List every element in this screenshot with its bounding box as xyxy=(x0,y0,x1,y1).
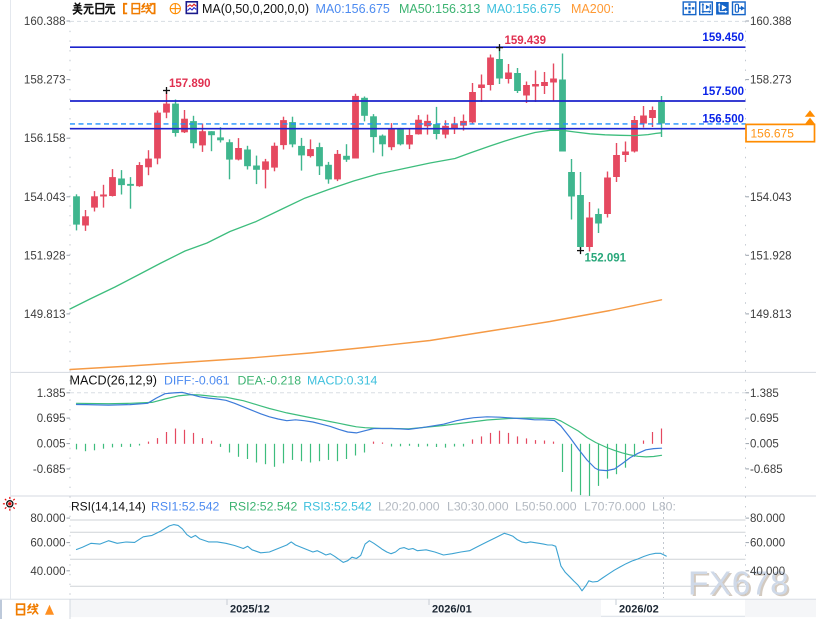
svg-text:159.439: 159.439 xyxy=(505,35,547,47)
svg-text:RSI3:52.542: RSI3:52.542 xyxy=(303,500,372,514)
svg-text:0.695: 0.695 xyxy=(750,413,779,425)
svg-text:40.000: 40.000 xyxy=(30,566,65,578)
svg-text:160.388: 160.388 xyxy=(24,16,66,28)
svg-text:L80:: L80: xyxy=(652,500,676,514)
svg-text:158.273: 158.273 xyxy=(750,75,792,87)
svg-text:160.388: 160.388 xyxy=(750,16,792,28)
svg-text:RSI(14,14,14): RSI(14,14,14) xyxy=(71,500,146,514)
svg-text:151.928: 151.928 xyxy=(750,250,792,262)
svg-text:DIFF:-0.061: DIFF:-0.061 xyxy=(164,374,230,388)
svg-text:DEA:-0.218: DEA:-0.218 xyxy=(238,374,302,388)
svg-text:156.500: 156.500 xyxy=(702,114,744,126)
svg-text:152.091: 152.091 xyxy=(585,253,627,265)
svg-text:MACD(26,12,9): MACD(26,12,9) xyxy=(70,374,158,388)
svg-text:60.000: 60.000 xyxy=(30,538,65,550)
svg-text:0.005: 0.005 xyxy=(37,439,66,451)
svg-text:-0.685: -0.685 xyxy=(750,464,783,476)
svg-text:60.000: 60.000 xyxy=(750,538,785,550)
svg-text:158.273: 158.273 xyxy=(24,75,66,87)
svg-text:154.043: 154.043 xyxy=(750,192,792,204)
svg-text:L20:20.000: L20:20.000 xyxy=(378,500,440,514)
svg-text:80.000: 80.000 xyxy=(30,513,65,525)
svg-text:MA0:156.675: MA0:156.675 xyxy=(316,2,390,16)
svg-text:159.450: 159.450 xyxy=(702,32,744,44)
svg-text:151.928: 151.928 xyxy=(24,250,66,262)
svg-text:156.158: 156.158 xyxy=(24,133,66,145)
svg-text:-0.685: -0.685 xyxy=(33,464,66,476)
svg-text:2026/01: 2026/01 xyxy=(432,604,472,616)
svg-text:1.385: 1.385 xyxy=(750,388,779,400)
svg-text:MA(0,50,0,200,0,0): MA(0,50,0,200,0,0) xyxy=(202,2,309,16)
svg-text:MA50:156.313: MA50:156.313 xyxy=(399,2,480,16)
svg-text:MA200:: MA200: xyxy=(571,2,614,16)
svg-text:RSI2:52.542: RSI2:52.542 xyxy=(229,500,298,514)
svg-text:0.695: 0.695 xyxy=(37,413,66,425)
svg-text:40.000: 40.000 xyxy=(750,566,785,578)
svg-text:1.385: 1.385 xyxy=(37,388,66,400)
svg-text:FX678: FX678 xyxy=(690,567,791,604)
svg-text:RSI1:52.542: RSI1:52.542 xyxy=(151,500,220,514)
svg-text:MA0:156.675: MA0:156.675 xyxy=(487,2,561,16)
svg-text:L50:50.000: L50:50.000 xyxy=(515,500,577,514)
svg-text:157.890: 157.890 xyxy=(169,78,211,90)
svg-text:149.813: 149.813 xyxy=(750,309,792,321)
svg-text:156.675: 156.675 xyxy=(751,126,795,140)
svg-text:MACD:0.314: MACD:0.314 xyxy=(307,374,378,388)
svg-text:L70:70.000: L70:70.000 xyxy=(584,500,646,514)
svg-text:0.005: 0.005 xyxy=(750,439,779,451)
svg-text:2026/02: 2026/02 xyxy=(619,604,659,616)
svg-text:2025/12: 2025/12 xyxy=(230,604,270,616)
svg-text:157.500: 157.500 xyxy=(702,86,744,98)
svg-text:L30:30.000: L30:30.000 xyxy=(447,500,509,514)
svg-text:154.043: 154.043 xyxy=(24,192,66,204)
svg-text:149.813: 149.813 xyxy=(24,309,66,321)
svg-text:FX678: FX678 xyxy=(688,566,789,603)
svg-text:80.000: 80.000 xyxy=(750,513,785,525)
